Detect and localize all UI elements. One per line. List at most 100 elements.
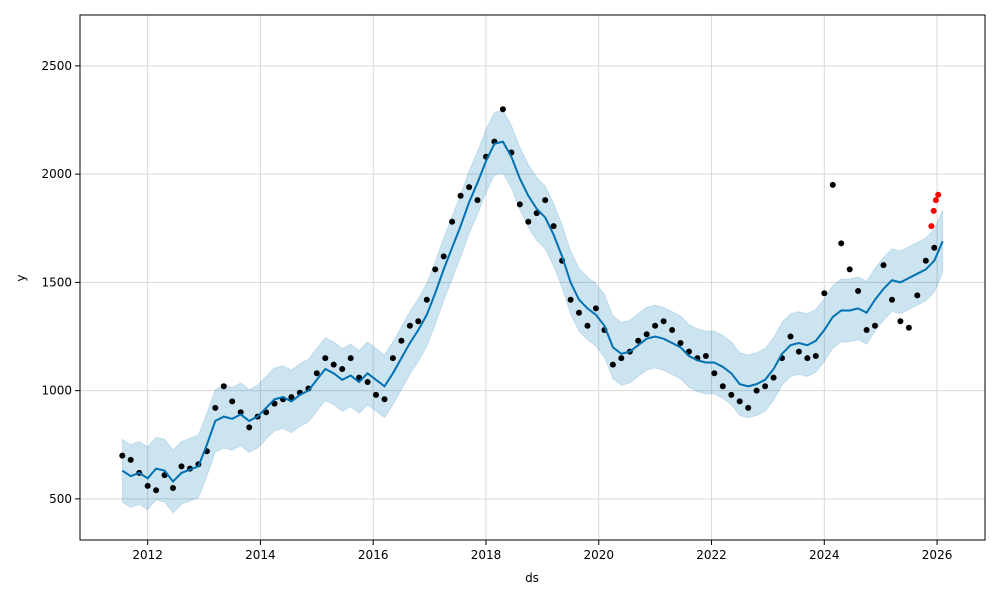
actual-point [499, 106, 506, 113]
actual-point [914, 292, 921, 299]
actual-point [567, 296, 574, 303]
test-point [928, 223, 935, 230]
test-point [932, 197, 939, 204]
actual-point [525, 218, 532, 225]
x-tick-label: 2018 [471, 548, 502, 562]
actual-point [677, 340, 684, 346]
actual-point [144, 482, 151, 489]
actual-point [220, 383, 227, 390]
actual-point [127, 456, 134, 463]
test-point [935, 191, 942, 198]
actual-point [406, 322, 413, 329]
actual-point [745, 404, 752, 411]
x-tick-label: 2022 [696, 548, 727, 562]
actual-point [872, 322, 878, 329]
actual-point [855, 288, 862, 294]
actual-point [474, 197, 481, 204]
actual-point [635, 337, 642, 344]
actual-point [762, 383, 769, 390]
actual-point [542, 197, 549, 204]
actual-point [415, 318, 422, 325]
x-tick-label: 2014 [245, 548, 276, 562]
grid-lines [80, 15, 985, 540]
plot-frame [79, 14, 986, 541]
y-axis-label: y [14, 274, 28, 281]
actual-point [423, 296, 430, 303]
y-tick-label: 1500 [41, 275, 72, 289]
actual-point [804, 355, 811, 362]
actual-point [812, 353, 819, 359]
actual-point [618, 355, 625, 362]
actual-point [753, 387, 760, 394]
actual-point [846, 266, 853, 273]
x-tick-label: 2024 [809, 548, 840, 562]
uncertainty-band [121, 109, 944, 514]
actual-point [702, 353, 709, 359]
x-tick-label: 2012 [132, 548, 163, 562]
actual-point [728, 391, 735, 398]
actual-point [373, 391, 379, 398]
actual-point [288, 394, 295, 401]
actual-point [170, 485, 176, 491]
actual-point [178, 463, 185, 470]
x-tick-label: 2026 [922, 548, 953, 562]
actual-point [389, 355, 396, 362]
actual-point [550, 223, 557, 230]
actual-point [889, 296, 895, 303]
forecast-line-layer [121, 140, 944, 484]
test-points-layer [928, 191, 942, 230]
actual-point [609, 361, 616, 368]
actual-point [660, 318, 667, 325]
actual-point [795, 348, 802, 355]
actual-point [313, 370, 320, 377]
y-axis-ticks: 500 1000 1500 2000 2500 [41, 59, 80, 506]
actual-point [652, 322, 659, 329]
actual-point [922, 257, 929, 264]
actual-point [364, 379, 371, 385]
actual-point [449, 218, 456, 225]
actual-point [381, 396, 388, 403]
actual-point [880, 262, 887, 269]
y-tick-label: 500 [49, 492, 72, 506]
y-tick-label: 1000 [41, 384, 72, 398]
actual-point [592, 305, 599, 312]
actual-point [212, 404, 219, 411]
actual-point [863, 327, 870, 333]
actual-point [237, 409, 244, 416]
x-axis-label: ds [525, 571, 539, 585]
actual-point [643, 331, 650, 338]
actual-point [897, 318, 904, 325]
x-tick-label: 2016 [358, 548, 389, 562]
actual-point [770, 374, 777, 381]
actual-point [466, 184, 473, 191]
actual-point [339, 366, 346, 372]
actual-point [153, 487, 160, 494]
actual-point [229, 398, 236, 405]
x-axis-ticks: 2012 2014 2016 2018 2020 2022 2024 2026 [132, 540, 952, 562]
actual-point [516, 201, 523, 208]
actual-point [669, 327, 676, 333]
actual-point [711, 370, 718, 377]
actual-point [838, 240, 845, 247]
actual-point [736, 398, 743, 405]
actual-point [246, 424, 253, 431]
x-tick-label: 2020 [583, 548, 614, 562]
actual-point [576, 309, 582, 316]
actual-point [787, 333, 794, 340]
actual-point [347, 355, 354, 362]
forecast-line [121, 140, 944, 484]
actual-point [440, 253, 447, 260]
y-tick-label: 2000 [41, 167, 72, 181]
actual-point [584, 322, 591, 329]
actual-point [719, 383, 726, 390]
y-tick-label: 2500 [41, 59, 72, 73]
actual-point [931, 244, 938, 251]
test-point [930, 207, 937, 214]
uncertainty-band-layer [121, 109, 944, 514]
actual-point [432, 266, 439, 273]
actual-point [821, 290, 828, 297]
actual-point [829, 181, 836, 188]
actual-point [322, 355, 329, 362]
